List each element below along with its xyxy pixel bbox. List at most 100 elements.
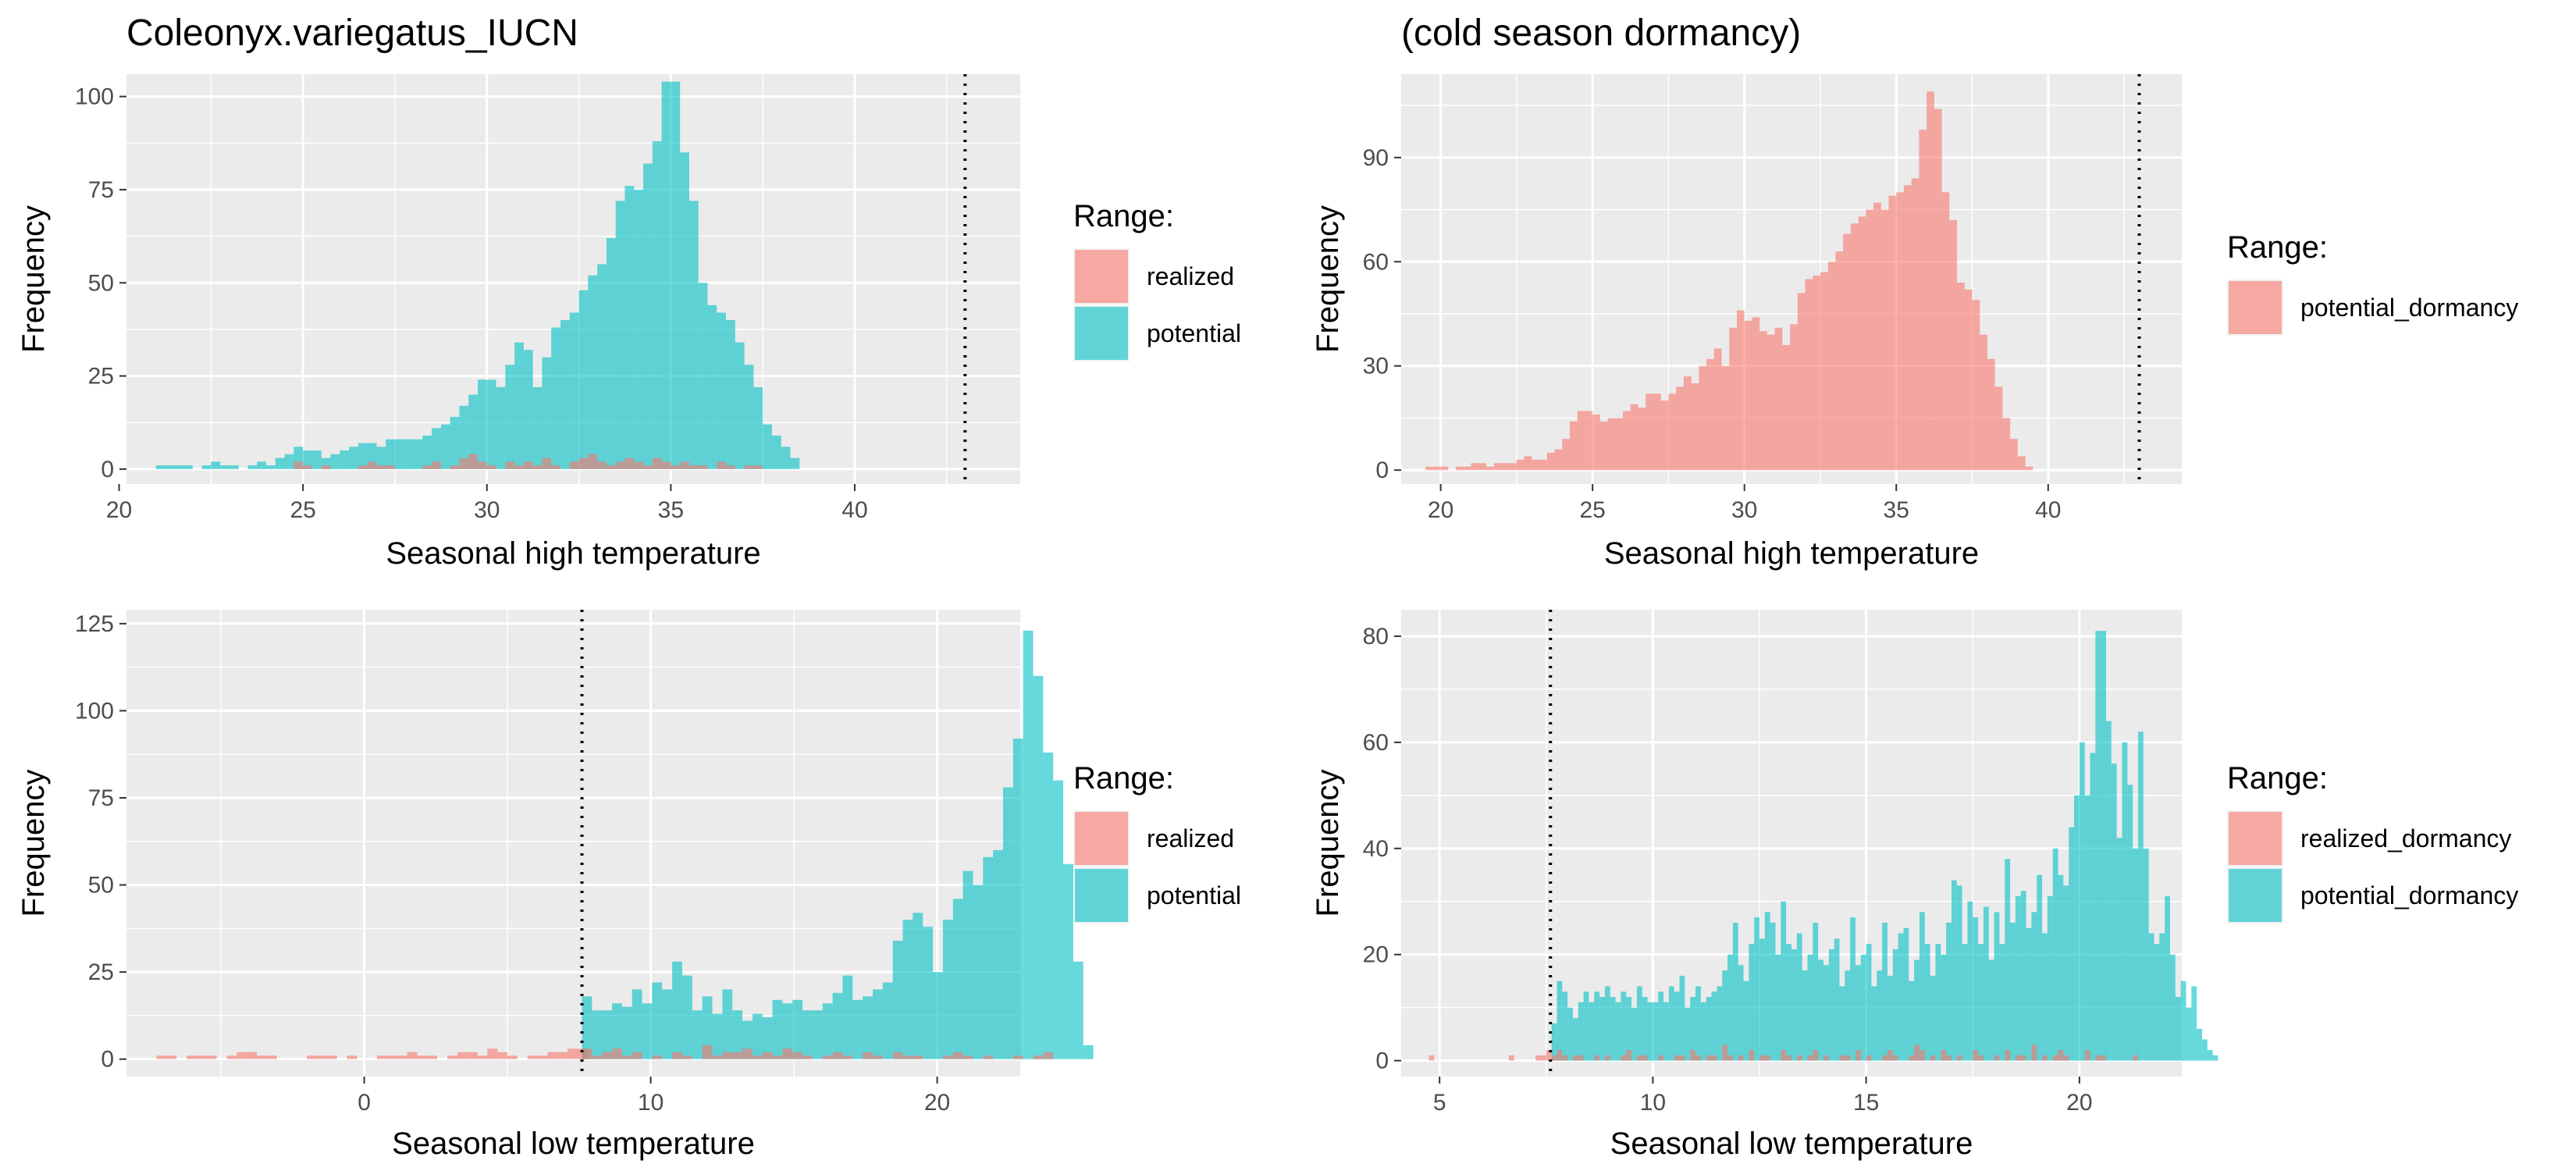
legend-label: potential_dormancy bbox=[2300, 294, 2518, 322]
histogram-bar bbox=[1866, 209, 1874, 471]
y-tick-label: 50 bbox=[88, 270, 114, 296]
histogram-bar bbox=[842, 1055, 853, 1059]
histogram-bar bbox=[873, 1055, 883, 1059]
histogram-bar bbox=[902, 1055, 913, 1059]
histogram-bar bbox=[1604, 1055, 1610, 1061]
histogram-bar bbox=[753, 465, 763, 469]
histogram-bar bbox=[1599, 421, 1608, 471]
histogram-bar bbox=[1685, 1007, 1691, 1061]
histogram-bar bbox=[1845, 970, 1851, 1061]
histogram-bar bbox=[340, 450, 350, 469]
histogram-bar bbox=[1903, 927, 1909, 1061]
x-tick-label: 20 bbox=[2066, 1090, 2092, 1116]
histogram-bar bbox=[1516, 459, 1525, 471]
histogram-bar bbox=[307, 1055, 318, 1059]
histogram-bar bbox=[597, 461, 607, 469]
histogram-bar bbox=[962, 1055, 973, 1059]
histogram-bar bbox=[1896, 192, 1904, 471]
histogram-bar bbox=[1951, 880, 1957, 1061]
legend-label: potential bbox=[1147, 881, 1241, 909]
histogram-bar bbox=[1736, 310, 1745, 471]
histogram-bar bbox=[1695, 1055, 1701, 1061]
histogram-bar bbox=[1440, 466, 1449, 471]
histogram-bar bbox=[1759, 938, 1765, 1061]
legend-key-swatch bbox=[2229, 869, 2282, 922]
histogram-bar bbox=[1535, 1055, 1541, 1061]
histogram-bar bbox=[358, 443, 368, 469]
histogram-bar bbox=[1796, 1055, 1802, 1061]
histogram-bar bbox=[2180, 981, 2186, 1061]
histogram-bar bbox=[578, 457, 589, 469]
histogram-bar bbox=[1964, 289, 1973, 471]
histogram-bar bbox=[1626, 997, 1632, 1061]
histogram-bar bbox=[1749, 1050, 1755, 1061]
histogram-bar bbox=[2005, 859, 2011, 1061]
histogram-bar bbox=[2106, 721, 2112, 1061]
histogram-bar bbox=[1572, 1055, 1578, 1061]
histogram-bar bbox=[621, 1055, 632, 1059]
histogram-bar bbox=[321, 465, 331, 469]
histogram-bar bbox=[220, 465, 229, 469]
histogram-bar bbox=[2025, 466, 2033, 471]
x-tick-label: 15 bbox=[1853, 1090, 1879, 1116]
histogram-bar bbox=[432, 461, 441, 469]
histogram-bar bbox=[1858, 216, 1866, 471]
histogram-bar bbox=[2143, 848, 2149, 1061]
histogram-bar bbox=[266, 465, 276, 469]
histogram-bar bbox=[569, 461, 579, 469]
histogram-bar bbox=[942, 1055, 953, 1059]
chart-bottom-right: 5 10 15 20 0 20 40 60 80 Seasonal low temperature… bbox=[1311, 610, 2518, 1161]
histogram-bar bbox=[1855, 1050, 1861, 1061]
legend: Range: realized potential bbox=[1073, 199, 1241, 361]
histogram-bar bbox=[422, 465, 432, 469]
histogram-bar bbox=[422, 435, 432, 469]
series-realized_dormancy bbox=[1429, 1050, 1552, 1061]
histogram-bar bbox=[386, 439, 395, 469]
histogram-bar bbox=[532, 386, 543, 469]
histogram-bar bbox=[417, 1055, 428, 1059]
histogram-bar bbox=[2191, 986, 2197, 1061]
histogram-bar bbox=[1882, 1055, 1888, 1061]
histogram-bar bbox=[1713, 348, 1722, 471]
x-tick-label: 40 bbox=[841, 497, 867, 523]
y-axis-title: Frequency bbox=[16, 770, 51, 917]
histogram-bar bbox=[993, 849, 1003, 1059]
histogram-bar bbox=[1877, 970, 1883, 1061]
histogram-bar bbox=[2095, 1055, 2101, 1061]
histogram-bar bbox=[822, 1003, 833, 1059]
histogram-bar bbox=[1557, 981, 1563, 1061]
histogram-bar bbox=[569, 312, 579, 469]
histogram-bar bbox=[523, 461, 533, 469]
histogram-bar bbox=[1898, 933, 1904, 1061]
histogram-bar bbox=[1752, 317, 1760, 471]
y-tick-label: 125 bbox=[75, 611, 114, 637]
histogram-bar bbox=[2002, 418, 2011, 471]
histogram-bar bbox=[165, 465, 175, 469]
chart-bottom-left: 0 10 20 0 25 50 75 100 125 Seasonal low temperatu… bbox=[16, 610, 1241, 1161]
histogram-bar bbox=[1999, 944, 2005, 1061]
histogram-bar bbox=[1642, 997, 1648, 1061]
histogram-bar bbox=[582, 1048, 592, 1059]
histogram-bar bbox=[1727, 1055, 1733, 1061]
histogram-bar bbox=[1790, 324, 1798, 471]
histogram-bar bbox=[722, 989, 733, 1059]
histogram-bar bbox=[1554, 449, 1563, 471]
histogram-bar bbox=[615, 201, 625, 469]
histogram-bar bbox=[2095, 631, 2101, 1061]
histogram-bar bbox=[1855, 965, 1861, 1061]
histogram-bar bbox=[2101, 1055, 2107, 1061]
legend-title: Range: bbox=[1073, 761, 1174, 795]
histogram-bar bbox=[547, 1052, 558, 1059]
histogram-bar bbox=[394, 439, 404, 469]
histogram-bar bbox=[1873, 202, 1881, 471]
histogram-bar bbox=[2116, 838, 2122, 1061]
histogram-bar bbox=[1456, 466, 1464, 471]
histogram-bar bbox=[1592, 415, 1600, 471]
histogram-bar bbox=[1683, 376, 1692, 471]
histogram-bar bbox=[2042, 1055, 2048, 1061]
histogram-bar bbox=[1509, 463, 1517, 471]
histogram-bar bbox=[2052, 1055, 2058, 1061]
histogram-bar bbox=[661, 461, 671, 469]
